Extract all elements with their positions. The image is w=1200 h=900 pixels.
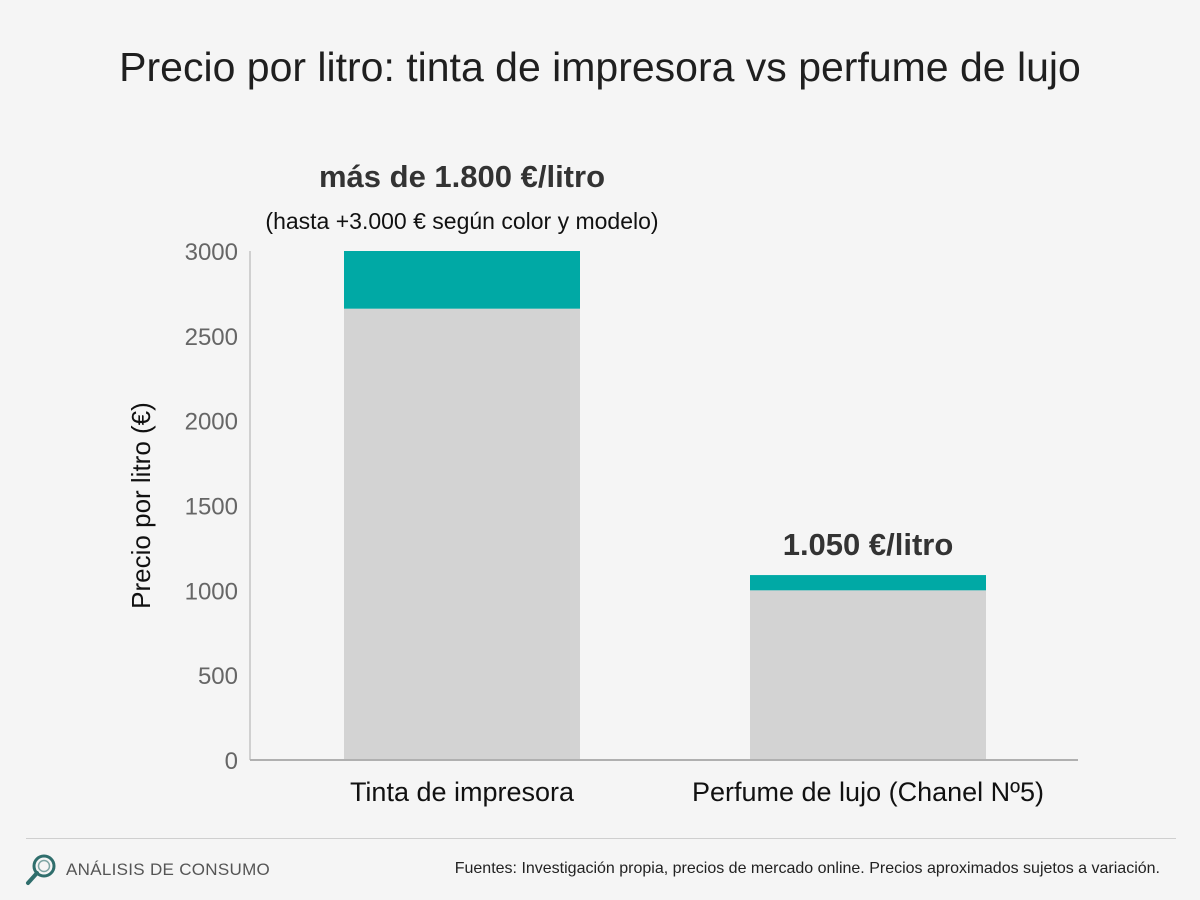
y-tick-label: 1500 xyxy=(185,494,238,521)
bar-segment-top xyxy=(750,575,986,591)
x-tick-label: Tinta de impresora xyxy=(350,777,575,807)
bar-annotation-subtext: (hasta +3.000 € según color y modelo) xyxy=(265,208,658,234)
footer-divider xyxy=(26,838,1176,839)
y-tick-label: 0 xyxy=(225,748,238,775)
brand-name: ANÁLISIS DE CONSUMO xyxy=(66,860,271,879)
x-tick-label: Perfume de lujo (Chanel Nº5) xyxy=(692,777,1044,807)
y-tick-label: 500 xyxy=(198,663,238,690)
chart-title: Precio por litro: tinta de impresora vs … xyxy=(119,44,1081,90)
bar-chart: 0 500 1000 1500 2000 2500 3000 Precio por litro… xyxy=(126,159,1078,807)
magnifier-icon xyxy=(26,854,56,885)
y-axis-title: Precio por litro (€) xyxy=(126,402,156,609)
y-tick-label: 3000 xyxy=(185,239,238,266)
brand-logo: ANÁLISIS DE CONSUMO xyxy=(24,852,270,888)
sources-note: Fuentes: Investigación propia, precios d… xyxy=(454,860,1160,877)
bar-segment-top xyxy=(344,251,580,309)
bar-annotation: más de 1.800 €/litro xyxy=(319,159,605,194)
y-tick-label: 2500 xyxy=(185,324,238,351)
y-tick-label: 2000 xyxy=(185,409,238,436)
y-tick-label: 1000 xyxy=(185,578,238,605)
bar-annotation: 1.050 €/litro xyxy=(783,527,954,562)
bar-segment-base xyxy=(750,590,986,760)
bar-segment-base xyxy=(344,308,580,760)
